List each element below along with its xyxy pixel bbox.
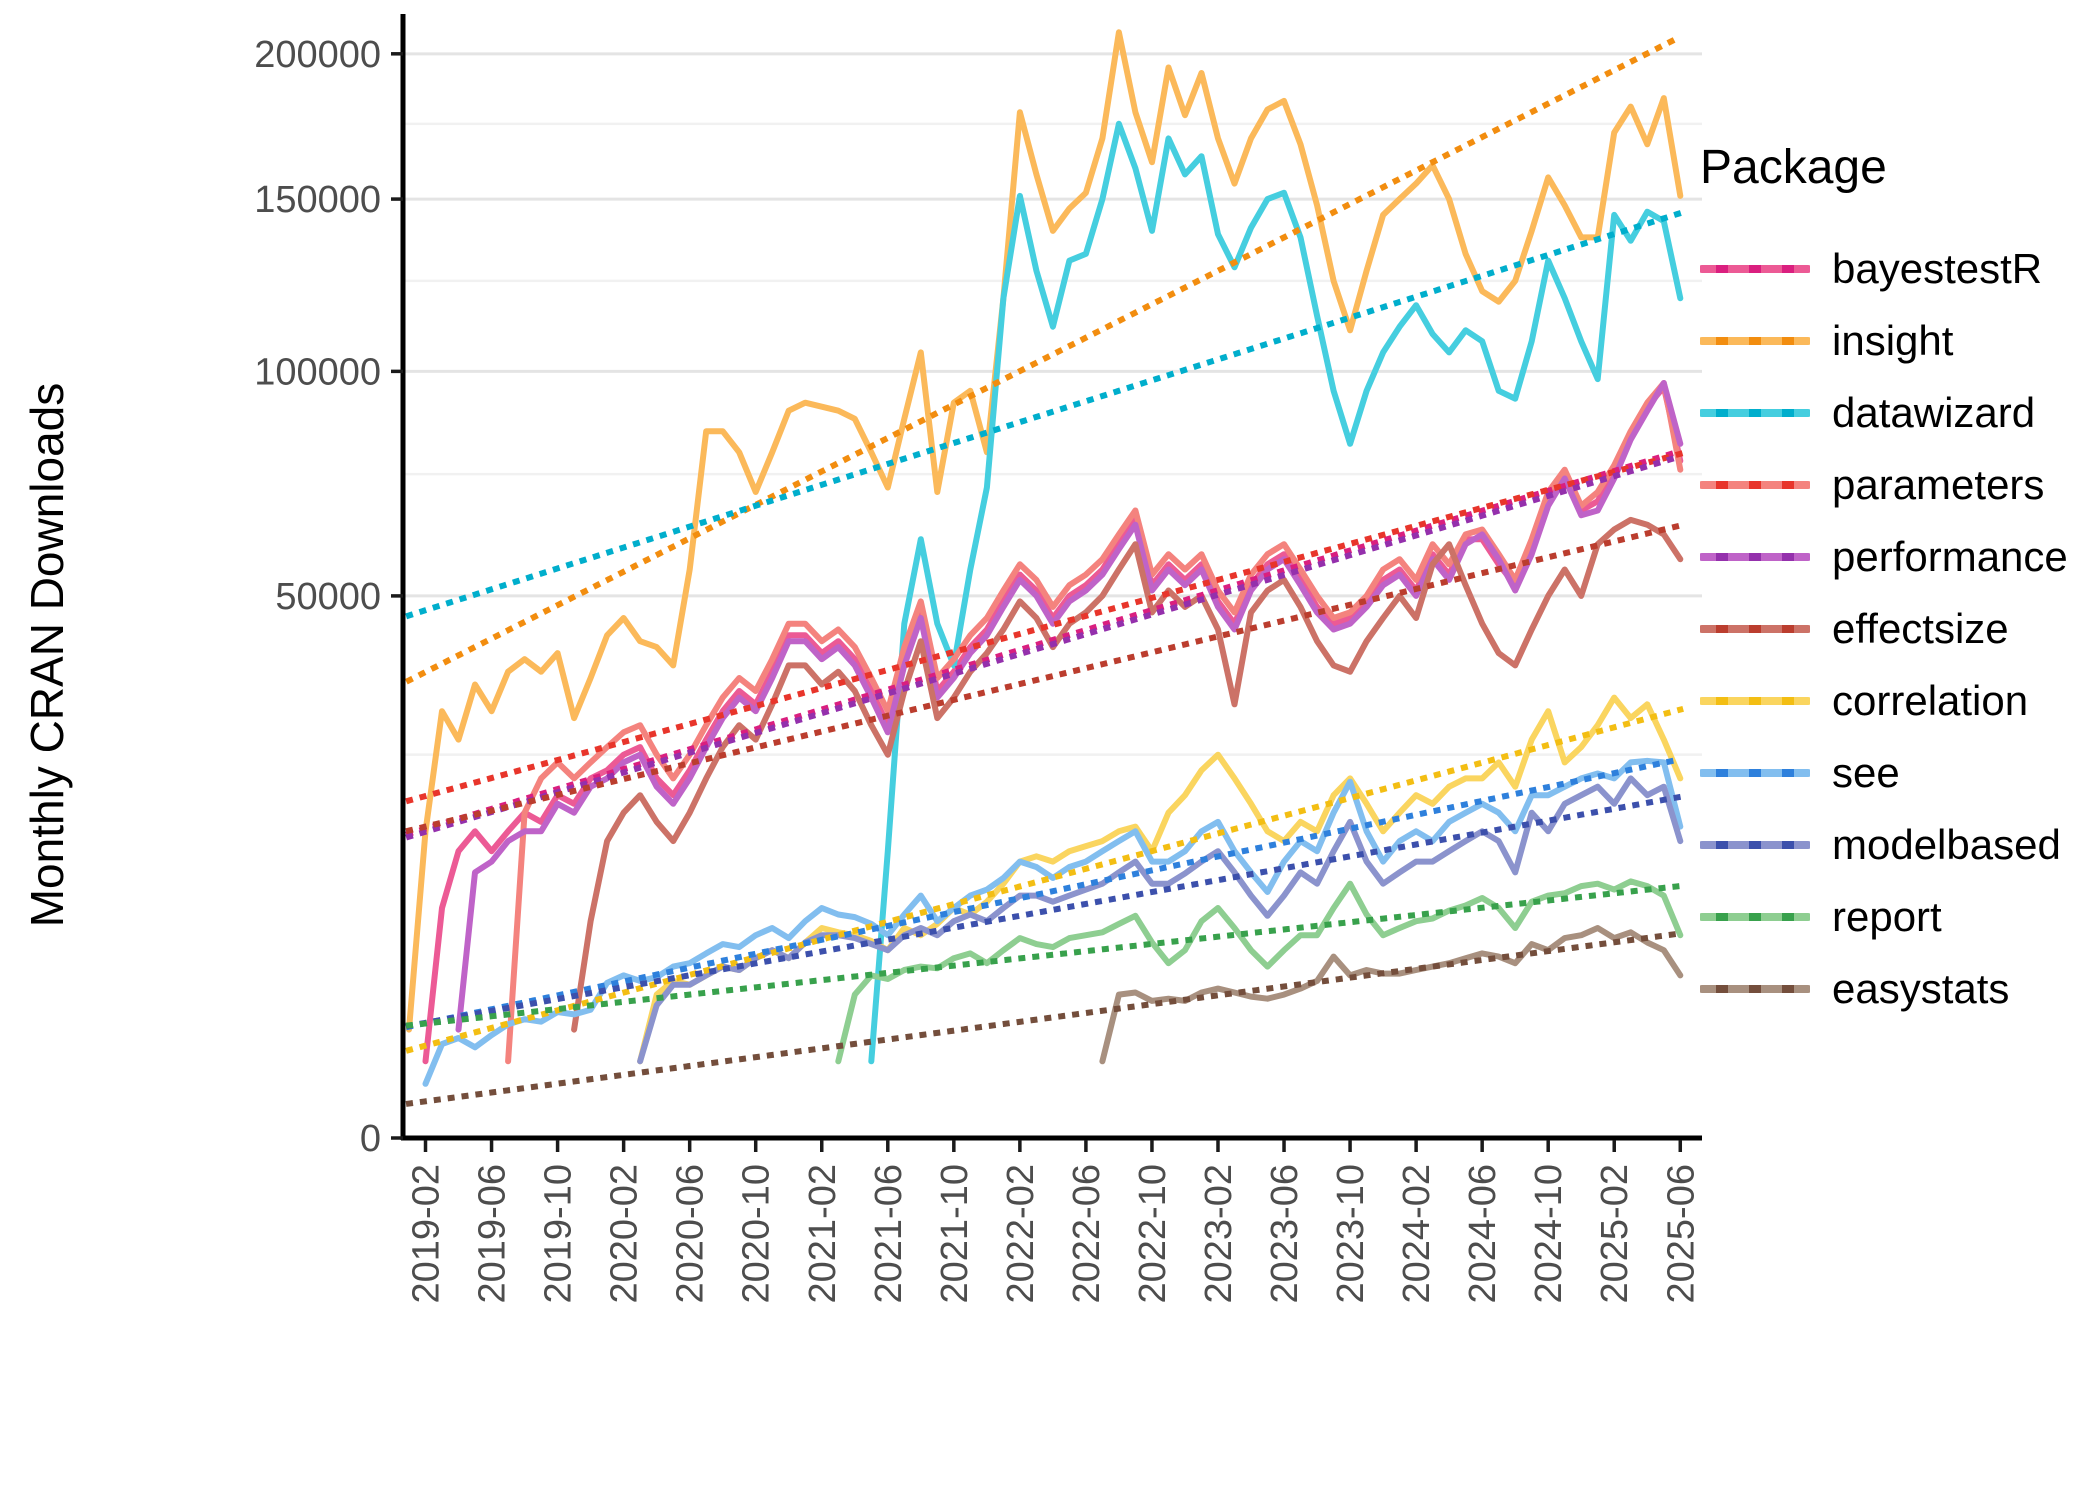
legend-key-insight [1700,337,1810,345]
legend-label-performance: performance [1832,533,2068,580]
legend-item-bayestestR: bayestestR [1700,233,2090,305]
x-tick-label: 2022-10 [1132,1164,1174,1303]
x-tick-label: 2021-10 [934,1164,976,1303]
legend-item-modelbased: modelbased [1700,809,2090,881]
legend-items: bayestestR insight datawizard parameters per… [1700,233,2090,1025]
x-tick-label: 2025-02 [1594,1164,1636,1303]
x-tick-label: 2021-02 [802,1164,844,1303]
legend-label-see: see [1832,749,1900,796]
series-trend-report [405,882,1684,1029]
y-axis-title: Monthly CRAN Downloads [21,382,73,928]
x-tick-label: 2019-02 [406,1164,448,1303]
x-tick-label: 2019-10 [538,1164,580,1303]
legend-label-effectsize: effectsize [1832,605,2009,652]
x-tick-label: 2023-10 [1330,1164,1372,1303]
x-tick-label: 2021-06 [868,1164,910,1303]
x-tick-label: 2020-10 [736,1164,778,1303]
legend-label-bayestestR: bayestestR [1832,245,2043,292]
series-trend-see [405,755,1684,1031]
legend-key-effectsize [1700,625,1810,633]
legend-key-correlation [1700,697,1810,705]
legend-item-datawizard: datawizard [1700,377,2090,449]
legend-label-easystats: easystats [1832,965,2010,1012]
legend-label-parameters: parameters [1832,461,2045,508]
series-trend-insight [404,32,1685,685]
y-tick-label: 100000 [254,351,381,393]
series-line-datawizard [868,120,1684,1065]
legend-title: Package [1700,141,1887,194]
legend-item-performance: performance [1700,521,2090,593]
legend: Package bayestestR insight datawizard param… [1700,140,2090,1025]
series-line-correlation [637,694,1684,1065]
legend-key-bayestestR [1700,265,1810,273]
legend-item-easystats: easystats [1700,953,2090,1025]
legend-key-datawizard [1700,409,1810,417]
legend-key-performance [1700,553,1810,561]
x-tick-label: 2022-02 [1000,1164,1042,1303]
series-line-report [835,878,1684,1065]
x-tick-label: 2023-02 [1198,1164,1240,1303]
series-line-modelbased [637,775,1684,1065]
y-tick-label: 200000 [254,34,381,76]
legend-item-see: see [1700,737,2090,809]
x-tick-label: 2024-10 [1528,1164,1570,1303]
x-tick-label: 2020-02 [604,1164,646,1303]
series-line-easystats [1099,925,1684,1065]
legend-label-modelbased: modelbased [1832,821,2061,868]
legend-label-report: report [1832,893,1942,940]
x-tick-label: 2019-06 [472,1164,514,1303]
legend-key-report [1700,913,1810,921]
y-tick-label: 0 [360,1118,381,1160]
x-tick-label: 2025-06 [1660,1164,1702,1303]
series-trend-performance [405,452,1685,841]
series-trend-bayestestR [405,447,1685,838]
legend-label-insight: insight [1832,317,1954,364]
series-trend-datawizard [405,209,1685,620]
legend-key-see [1700,769,1810,777]
legend-item-insight: insight [1700,305,2090,377]
legend-label-datawizard: datawizard [1832,389,2036,436]
series-line-insight [406,29,1684,1033]
series-trend-parameters [405,450,1684,805]
legend-item-report: report [1700,881,2090,953]
y-tick-label: 150000 [254,179,381,221]
x-tick-label: 2020-06 [670,1164,712,1303]
legend-key-modelbased [1700,841,1810,849]
legend-item-parameters: parameters [1700,449,2090,521]
legend-key-parameters [1700,481,1810,489]
x-tick-label: 2022-06 [1066,1164,1108,1303]
series-line-see [422,757,1684,1087]
series-trend-correlation [405,705,1684,1054]
legend-key-easystats [1700,985,1810,993]
legend-label-correlation: correlation [1832,677,2029,724]
x-tick-label: 2023-06 [1264,1164,1306,1303]
series-line-performance [455,380,1684,1033]
legend-item-effectsize: effectsize [1700,593,2090,665]
series-trend-easystats [405,930,1684,1107]
x-tick-label: 2024-06 [1462,1164,1504,1303]
series-trend-effectsize [405,521,1684,835]
series-trend-modelbased [405,793,1684,1030]
legend-item-correlation: correlation [1700,665,2090,737]
x-tick-label: 2024-02 [1396,1164,1438,1303]
y-tick-label: 50000 [275,576,381,618]
